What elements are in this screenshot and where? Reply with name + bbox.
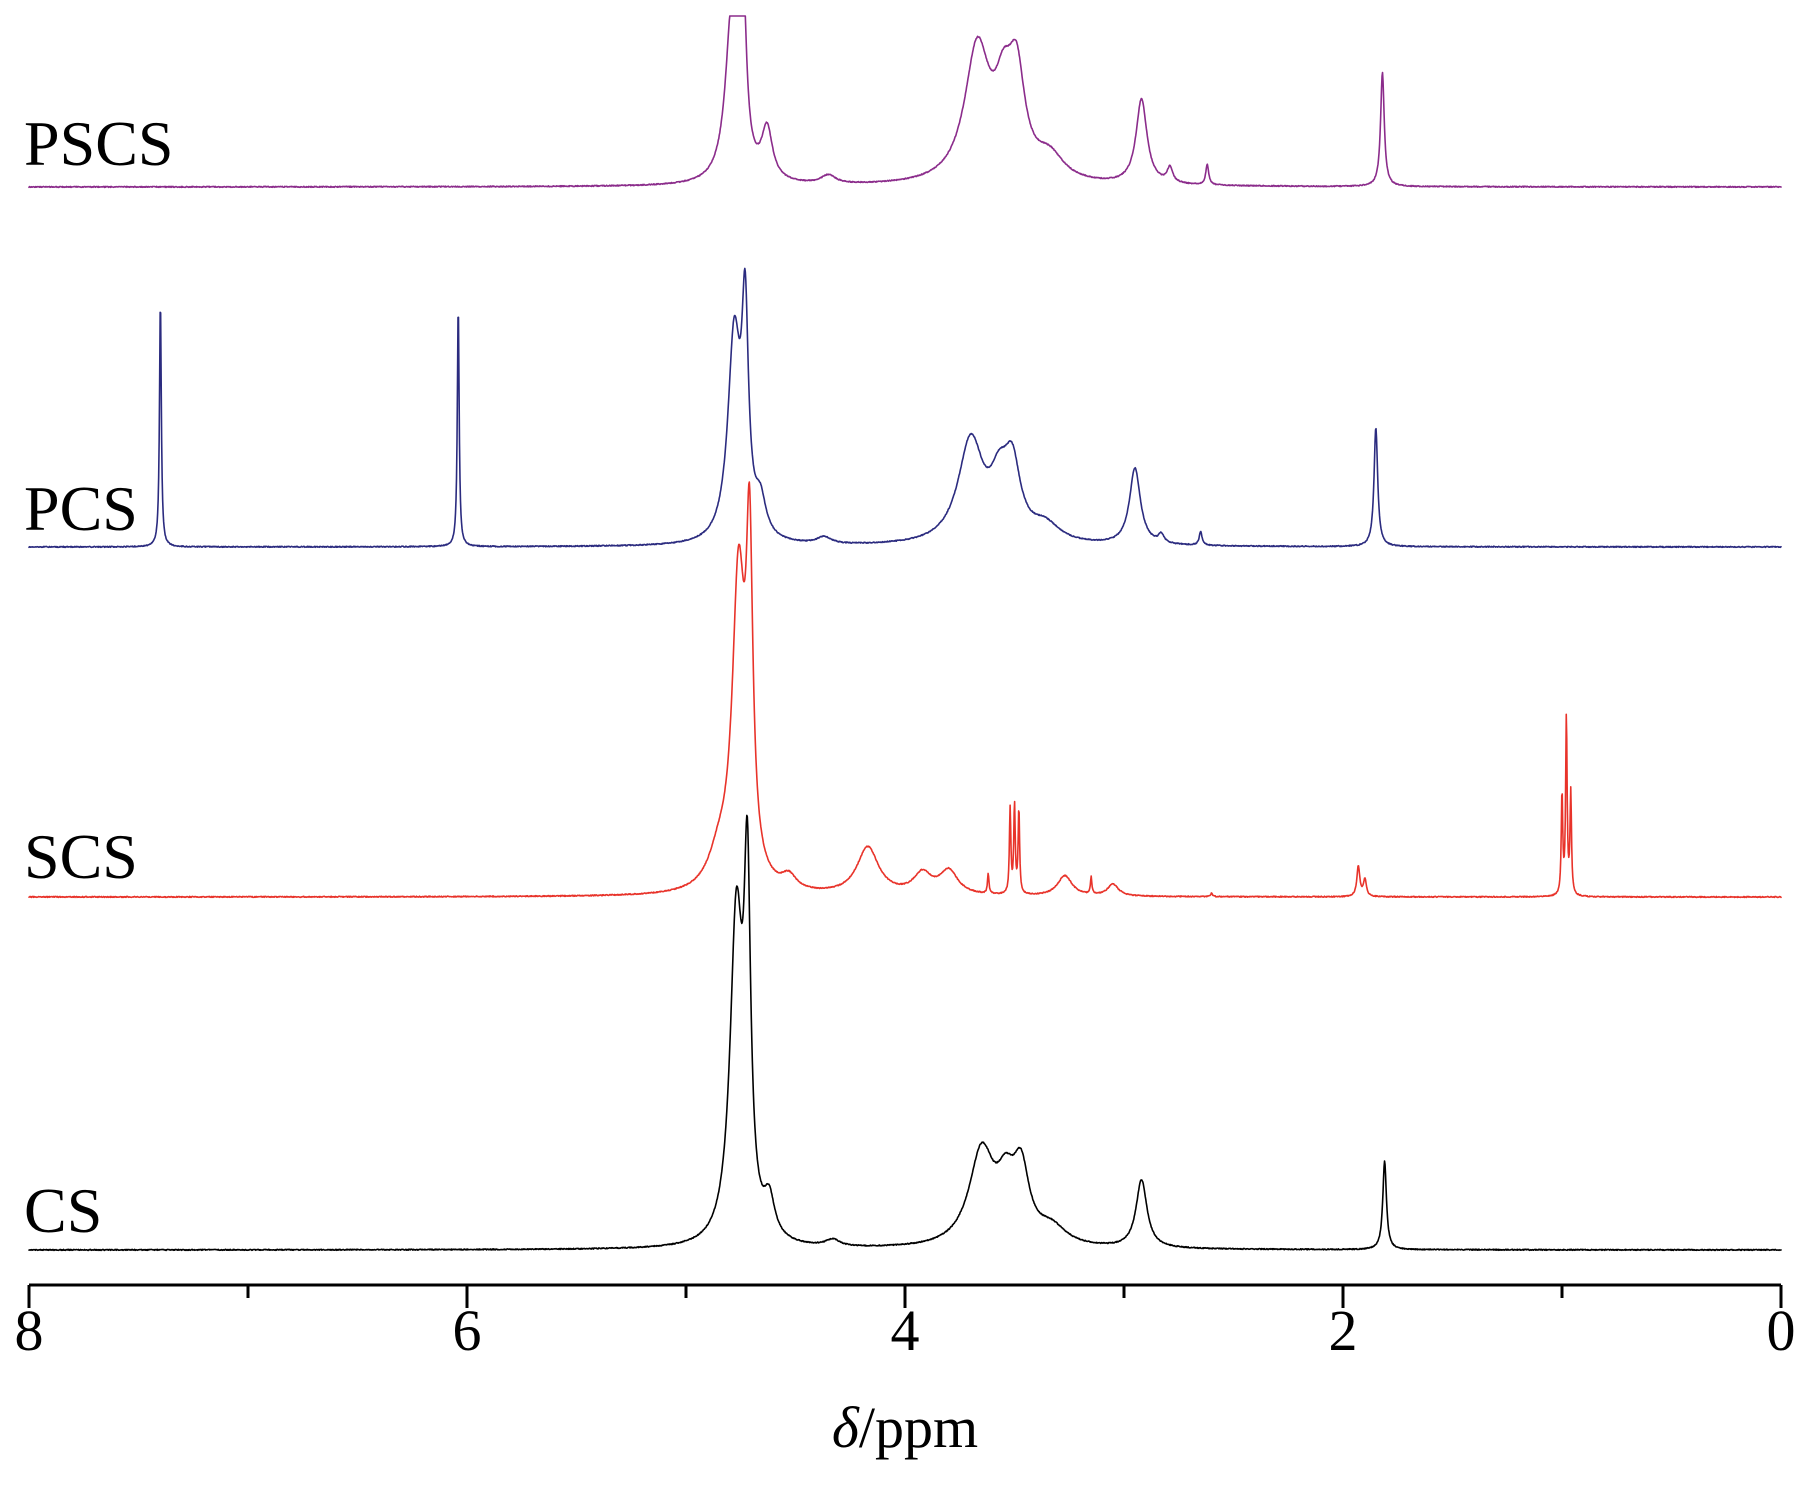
spectrum-scs bbox=[28, 481, 1782, 899]
tick-label-0: 0 bbox=[1767, 1298, 1796, 1363]
x-axis-ticks bbox=[27, 1285, 1783, 1308]
spectrum-pscs bbox=[28, 15, 1782, 189]
x-axis-title: δ/ppm bbox=[832, 1395, 978, 1460]
tick-label-8: 8 bbox=[15, 1298, 44, 1363]
series-label-cs: CS bbox=[24, 1175, 102, 1246]
spectra-group bbox=[28, 15, 1782, 1252]
tick-label-2: 2 bbox=[1329, 1298, 1358, 1363]
series-label-pscs: PSCS bbox=[24, 108, 173, 179]
series-label-pcs: PCS bbox=[24, 473, 138, 544]
x-axis-unit: /ppm bbox=[859, 1395, 978, 1460]
tick-label-4: 4 bbox=[891, 1298, 920, 1363]
x-axis-symbol: δ bbox=[832, 1395, 860, 1460]
tick-label-6: 6 bbox=[453, 1298, 482, 1363]
spectrum-pcs bbox=[28, 267, 1782, 549]
series-label-scs: SCS bbox=[24, 821, 138, 892]
spectrum-cs bbox=[28, 814, 1782, 1252]
